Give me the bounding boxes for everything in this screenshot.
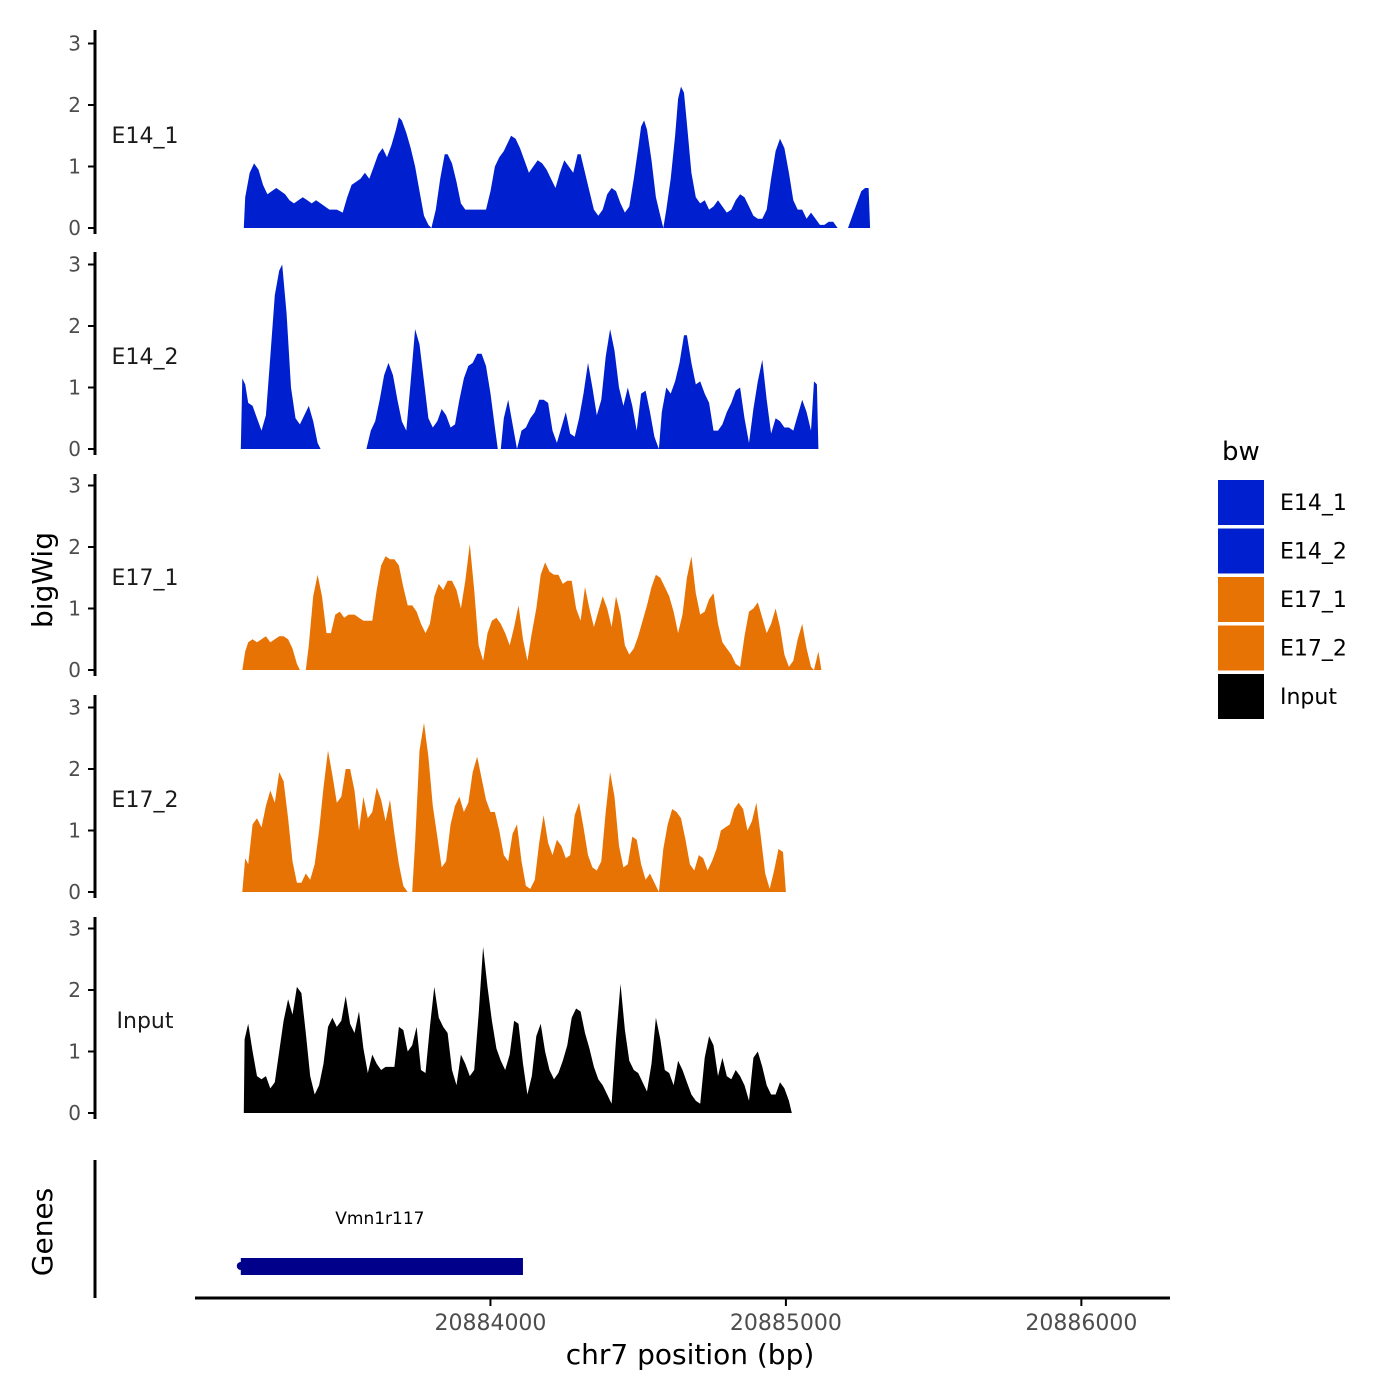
area-Input [243,947,792,1113]
track-label-E17_2: E17_2 [112,788,179,813]
y-tick-label: 2 [68,978,81,1002]
gene-body-Vmn1r117 [240,1258,523,1275]
track-label-Input: Input [117,1009,174,1034]
legend-swatch-E17_2 [1218,625,1264,671]
area-E14_2 [364,329,819,449]
legend: bw E14_1 E14_2 E17_1 E17_2 Input [1218,437,1347,719]
genes-panel: Vmn1r117 [93,1160,523,1298]
y-tick-label: 3 [68,474,81,498]
y-tick-label: 1 [68,819,81,843]
y-tick-label: 0 [68,658,81,682]
track-panels: 0 1 2 3 E14_1 0 1 2 3 E14_2 0 1 2 3 E17_1 0 1 2 3 E17_2 0 1 2 3… [68,30,871,1125]
legend-label-E17_1: E17_1 [1280,588,1347,613]
track-Input: 0 1 2 3 Input [68,917,792,1125]
y-tick-label: 0 [68,437,81,461]
y-tick-label: 3 [68,917,81,941]
track-E14_2: 0 1 2 3 E14_2 [68,252,819,461]
y-tick-label: 3 [68,32,81,56]
y-tick-label: 0 [68,1101,81,1125]
x-axis: 20884000 20885000 20886000 [195,1296,1170,1336]
legend-swatch-E14_1 [1218,480,1264,525]
y-tick-label: 2 [68,93,81,117]
legend-label-E17_2: E17_2 [1280,637,1347,662]
y-tick-label: 2 [68,757,81,781]
y-tick-label: 0 [68,880,81,904]
legend-label-Input: Input [1280,685,1337,710]
track-E17_2: 0 1 2 3 E17_2 [68,695,786,904]
legend-swatch-E14_2 [1218,528,1264,574]
legend-swatch-E17_1 [1218,577,1264,622]
legend-label-E14_1: E14_1 [1280,491,1347,516]
legend-title: bw [1222,437,1260,467]
y-tick-label: 3 [68,696,81,720]
genes-axis-title: Genes [26,1188,59,1276]
area-E14_2 [240,264,321,449]
area-E17_1 [242,543,822,670]
track-label-E17_1: E17_1 [112,566,179,591]
gene-strand-marker [236,1262,245,1270]
y-tick-label: 1 [68,376,81,400]
y-tick-label: 2 [68,314,81,338]
x-tick-label: 20885000 [730,1311,842,1336]
area-E14_1 [846,188,871,228]
legend-label-E14_2: E14_2 [1280,540,1347,565]
area-E14_1 [243,86,838,228]
track-E17_1: 0 1 2 3 E17_1 [68,474,822,682]
x-tick-label: 20884000 [434,1311,546,1336]
legend-swatch-Input [1218,674,1264,719]
area-E17_2 [242,722,786,892]
y-tick-label: 1 [68,155,81,179]
y-tick-label: 1 [68,1040,81,1064]
x-tick-label: 20886000 [1025,1311,1137,1336]
y-tick-label: 2 [68,535,81,559]
track-label-E14_1: E14_1 [112,124,179,149]
track-E14_1: 0 1 2 3 E14_1 [68,30,871,240]
x-axis-title: chr7 position (bp) [566,1338,815,1371]
y-tick-label: 1 [68,597,81,621]
gene-label-Vmn1r117: Vmn1r117 [335,1209,424,1229]
y-tick-label: 0 [68,216,81,240]
y-tick-label: 3 [68,253,81,277]
y-axis-title: bigWig [26,532,59,628]
track-label-E14_2: E14_2 [112,345,179,370]
